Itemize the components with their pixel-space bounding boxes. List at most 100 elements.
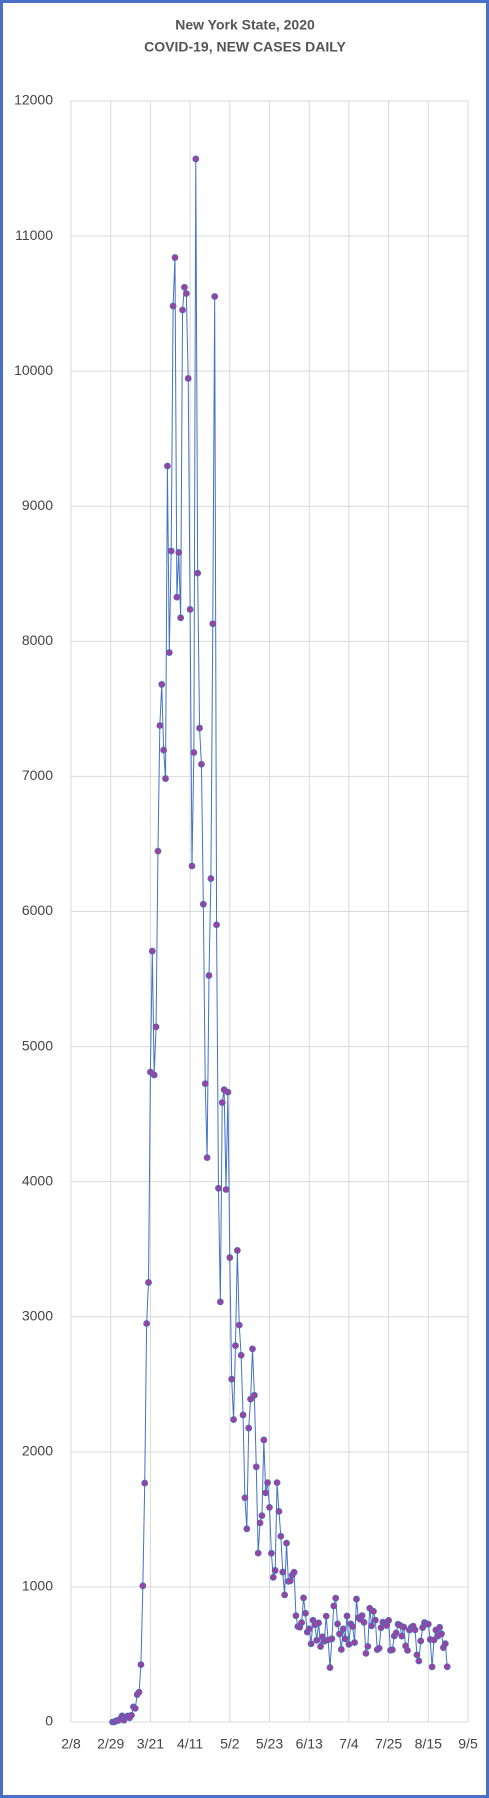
data-point — [413, 1651, 421, 1659]
data-point — [417, 1637, 425, 1645]
data-point — [218, 1099, 226, 1107]
data-point — [237, 1351, 245, 1359]
data-point — [175, 549, 183, 556]
data-point — [148, 947, 156, 955]
data-point — [228, 1375, 236, 1383]
data-point — [326, 1664, 334, 1671]
data-point — [283, 1539, 290, 1547]
data-point — [360, 1618, 368, 1626]
y-tick-label: 1000 — [22, 1578, 53, 1594]
x-tick-label: 9/5 — [458, 1736, 478, 1752]
data-point — [211, 293, 219, 300]
data-point — [337, 1646, 345, 1653]
data-point — [139, 1582, 147, 1590]
data-point — [281, 1591, 289, 1599]
data-point — [388, 1646, 396, 1654]
data-point — [436, 1623, 444, 1631]
data-point — [292, 1612, 300, 1620]
data-point — [424, 1620, 432, 1628]
x-tick-label: 8/15 — [415, 1736, 442, 1752]
y-tick-label: 3000 — [22, 1307, 53, 1323]
data-point — [245, 1424, 253, 1432]
data-point — [156, 722, 164, 729]
data-point — [438, 1630, 445, 1638]
data-point — [313, 1636, 321, 1644]
data-point — [203, 1154, 211, 1162]
data-point — [400, 1623, 408, 1631]
y-tick-label: 0 — [45, 1713, 53, 1729]
data-point — [277, 1532, 285, 1540]
data-point — [196, 724, 203, 732]
data-point — [443, 1663, 451, 1671]
data-point — [267, 1549, 275, 1557]
data-point — [330, 1602, 338, 1610]
data-point — [317, 1643, 324, 1650]
data-point — [258, 1512, 266, 1519]
data-point — [358, 1612, 366, 1620]
data-point — [290, 1568, 298, 1576]
data-point — [300, 1594, 307, 1602]
chart-title: New York State, 2020 — [175, 17, 315, 33]
data-point — [230, 1416, 237, 1423]
data-point — [250, 1391, 258, 1399]
data-point — [164, 462, 171, 470]
data-point — [162, 775, 169, 782]
data-point — [154, 847, 162, 855]
data-point — [345, 1640, 353, 1648]
data-point — [256, 1519, 264, 1527]
y-tick-label: 2000 — [22, 1443, 53, 1459]
data-point — [271, 1567, 279, 1574]
data-point — [188, 862, 196, 870]
data-point — [351, 1639, 358, 1646]
data-point — [260, 1436, 268, 1444]
data-point — [205, 972, 213, 979]
data-point — [222, 1186, 230, 1193]
data-point — [339, 1625, 347, 1633]
data-point — [343, 1612, 351, 1620]
x-tick-label: 5/2 — [220, 1736, 240, 1752]
data-point — [264, 1479, 272, 1487]
data-point — [135, 1688, 143, 1696]
x-tick-label: 7/4 — [339, 1736, 359, 1752]
data-point — [353, 1595, 360, 1603]
data-point — [152, 1023, 160, 1031]
data-point — [209, 620, 217, 628]
data-point — [179, 306, 186, 314]
data-point — [336, 1630, 343, 1638]
data-point — [235, 1321, 243, 1329]
data-point — [273, 1479, 281, 1487]
data-point — [266, 1503, 273, 1511]
data-point — [428, 1663, 436, 1671]
data-point — [315, 1619, 323, 1627]
data-point — [298, 1619, 306, 1626]
data-point — [226, 1254, 234, 1261]
data-point — [370, 1607, 377, 1615]
data-point — [184, 375, 192, 382]
y-tick-label: 12000 — [14, 92, 53, 108]
data-point — [252, 1463, 260, 1471]
data-point — [215, 1184, 222, 1192]
data-point — [385, 1617, 393, 1624]
data-point — [332, 1594, 340, 1602]
data-point — [249, 1345, 256, 1353]
data-point — [305, 1625, 313, 1633]
data-point — [171, 254, 179, 261]
data-point — [254, 1549, 262, 1557]
x-tick-label: 3/21 — [137, 1736, 164, 1752]
data-point — [165, 649, 173, 656]
data-point — [198, 760, 205, 768]
data-point — [167, 547, 175, 555]
data-point — [262, 1489, 270, 1497]
data-point — [141, 1479, 149, 1487]
data-point — [182, 290, 190, 297]
data-point — [368, 1622, 375, 1630]
data-point — [194, 569, 202, 577]
data-point — [224, 1088, 232, 1096]
data-point — [233, 1247, 241, 1254]
data-point — [201, 1080, 209, 1087]
y-tick-label: 6000 — [22, 902, 53, 918]
x-tick-label: 4/11 — [177, 1736, 203, 1752]
y-tick-label: 4000 — [22, 1172, 53, 1188]
data-point — [441, 1640, 449, 1648]
